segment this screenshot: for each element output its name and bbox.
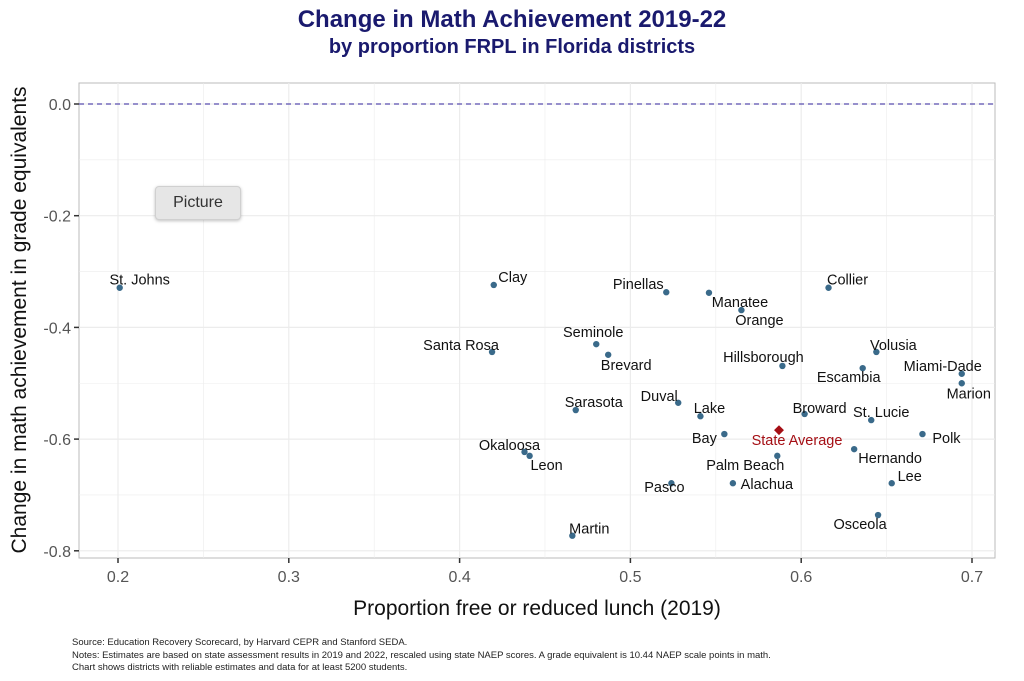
data-point [859, 364, 866, 372]
x-axis-title: Proportion free or reduced lunch (2019) [353, 597, 721, 620]
data-point [705, 289, 713, 296]
data-point [604, 351, 612, 358]
data-point [526, 452, 533, 460]
data-point [801, 410, 808, 418]
point-label: Marion [947, 386, 991, 402]
point-label: Broward [793, 401, 847, 417]
notes-note: Notes: Estimates are based on state asse… [72, 650, 771, 661]
data-point [738, 306, 745, 314]
point-label: Osceola [833, 517, 887, 533]
point-label: Seminole [563, 325, 623, 341]
data-point [958, 380, 965, 387]
x-tick-label: 0.4 [448, 569, 470, 586]
data-point [663, 289, 670, 296]
data-point [116, 284, 123, 291]
y-tick-label: -0.4 [43, 320, 71, 337]
point-label: Martin [569, 522, 609, 538]
point-label: Sarasota [565, 395, 624, 411]
students-note: Chart shows districts with reliable esti… [72, 662, 408, 673]
point-label: Orange [735, 313, 783, 329]
chart-subtitle: by proportion FRPL in Florida districts [328, 36, 696, 58]
data-point [569, 532, 576, 539]
point-label: Pinellas [613, 277, 664, 293]
y-axis-title: Change in math achievement in grade equi… [8, 87, 31, 554]
point-label: Palm Beach [706, 458, 784, 474]
point-label: Volusia [870, 338, 918, 354]
point-label: Okaloosa [479, 438, 541, 454]
point-label: Lake [694, 401, 725, 417]
data-point [958, 370, 965, 377]
data-point [874, 511, 882, 519]
x-tick-label: 0.2 [107, 569, 129, 586]
data-point [521, 448, 528, 456]
point-label: Duval [641, 389, 678, 405]
point-label: Pasco [644, 480, 684, 496]
point-label: Polk [932, 431, 961, 447]
point-label: Lee [898, 469, 922, 485]
y-tick-label: -0.8 [43, 544, 71, 561]
data-point [919, 430, 926, 438]
data-point [873, 348, 880, 356]
data-point [825, 284, 832, 291]
data-point [721, 430, 728, 438]
data-point [774, 452, 781, 460]
data-point [593, 340, 600, 348]
point-label: Leon [530, 458, 562, 474]
x-tick-label: 0.7 [961, 569, 983, 586]
state-average-marker [774, 425, 784, 436]
data-point [675, 399, 682, 406]
data-point [572, 406, 579, 414]
data-point [729, 480, 737, 487]
y-tick-label: -0.6 [43, 432, 71, 449]
plot-panel [78, 82, 996, 559]
point-label: State Average [752, 433, 843, 449]
point-label: Bay [692, 431, 718, 447]
point-label: Collier [827, 273, 868, 289]
point-label: St. Johns [109, 273, 169, 289]
y-tick-label: -0.2 [43, 209, 71, 226]
point-label: Hernando [858, 451, 922, 467]
data-point [779, 362, 786, 370]
point-label: St. Lucie [853, 405, 909, 421]
point-label: Escambia [817, 370, 882, 386]
point-label: Alachua [741, 477, 794, 493]
data-point [888, 480, 895, 487]
source-note: Source: Education Recovery Scorecard, by… [72, 637, 408, 648]
picture-button[interactable]: Picture [155, 186, 241, 220]
data-point [668, 480, 675, 487]
point-label: Clay [498, 270, 528, 286]
point-label: Brevard [601, 358, 652, 374]
data-point [850, 445, 858, 453]
point-label: Manatee [712, 295, 768, 311]
y-tick-label: 0.0 [49, 97, 71, 114]
data-point [490, 281, 497, 289]
data-point [868, 416, 875, 424]
point-label: Santa Rosa [423, 338, 500, 354]
x-tick-label: 0.6 [790, 569, 812, 586]
x-tick-label: 0.3 [278, 569, 300, 586]
point-label: Miami-Dade [904, 359, 982, 375]
point-label: Hillsborough [723, 350, 804, 366]
chart-title: Change in Math Achievement 2019-22 [297, 6, 727, 33]
x-tick-label: 0.5 [619, 569, 641, 586]
data-point [697, 413, 704, 420]
data-point [488, 348, 496, 356]
